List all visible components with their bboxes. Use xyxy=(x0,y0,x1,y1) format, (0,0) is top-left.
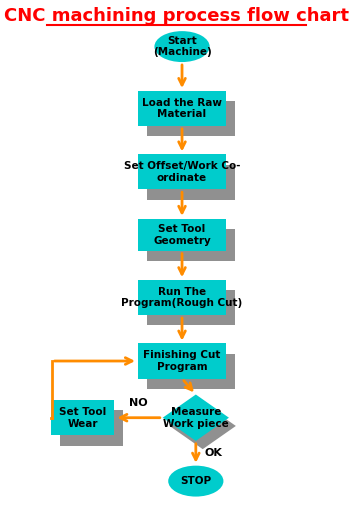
FancyBboxPatch shape xyxy=(138,219,226,251)
Text: Run The
Program(Rough Cut): Run The Program(Rough Cut) xyxy=(121,287,243,308)
FancyBboxPatch shape xyxy=(147,101,235,137)
Text: NO: NO xyxy=(129,399,148,408)
FancyBboxPatch shape xyxy=(60,411,123,445)
Polygon shape xyxy=(163,394,229,441)
FancyBboxPatch shape xyxy=(138,280,226,315)
FancyBboxPatch shape xyxy=(138,343,226,379)
Ellipse shape xyxy=(168,466,223,497)
Text: Set Tool
Wear: Set Tool Wear xyxy=(59,407,106,428)
FancyBboxPatch shape xyxy=(147,229,235,261)
FancyBboxPatch shape xyxy=(51,400,114,435)
Text: Set Offset/Work Co-
ordinate: Set Offset/Work Co- ordinate xyxy=(124,161,240,183)
Text: Load the Raw
Material: Load the Raw Material xyxy=(142,97,222,119)
Text: Measure
Work piece: Measure Work piece xyxy=(163,407,229,428)
Text: CNC machining process flow chart: CNC machining process flow chart xyxy=(4,7,349,25)
Ellipse shape xyxy=(154,31,210,62)
Polygon shape xyxy=(169,403,236,449)
FancyBboxPatch shape xyxy=(147,354,235,389)
FancyBboxPatch shape xyxy=(147,290,235,326)
Text: Set Tool
Geometry: Set Tool Geometry xyxy=(153,224,211,245)
Text: STOP: STOP xyxy=(180,476,211,486)
Text: Finishing Cut
Program: Finishing Cut Program xyxy=(143,350,221,372)
FancyBboxPatch shape xyxy=(138,91,226,126)
FancyBboxPatch shape xyxy=(138,154,226,189)
FancyBboxPatch shape xyxy=(147,165,235,200)
Text: Start
(Machine): Start (Machine) xyxy=(152,36,211,57)
Text: OK: OK xyxy=(204,448,222,458)
